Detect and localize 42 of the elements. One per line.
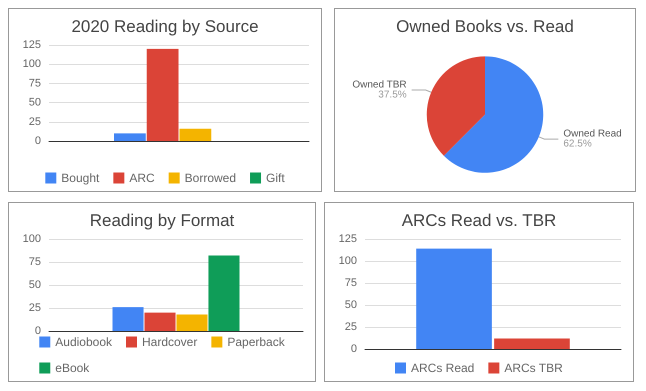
bar (146, 48, 179, 141)
legend-label: ARCs Read (410, 361, 474, 375)
y-tick-label: 50 (344, 299, 357, 311)
y-tick-label: 125 (338, 233, 357, 245)
legend-label: ARC (129, 171, 156, 185)
bar (208, 256, 240, 331)
bar (176, 314, 208, 331)
y-tick-label: 0 (34, 135, 41, 147)
y-tick-label: 0 (350, 343, 357, 355)
y-tick-label: 50 (28, 96, 41, 109)
legend-label: eBook (55, 361, 90, 375)
chart-title: ARCs Read vs. TBR (402, 211, 556, 230)
slice-label: Owned Read (563, 128, 622, 140)
data-label: 37.5% (378, 89, 407, 100)
y-tick-label: 25 (28, 116, 41, 128)
legend-label: Audiobook (55, 335, 113, 349)
legend-label: Gift (266, 171, 286, 185)
chart-title: Reading by Format (90, 211, 235, 230)
y-tick-label: 75 (344, 277, 357, 289)
bar (112, 307, 144, 331)
bar (144, 312, 176, 331)
chart-title: Owned Books vs. Read (396, 17, 574, 36)
y-tick-label: 75 (28, 77, 41, 90)
bar (114, 133, 146, 141)
y-tick-label: 125 (22, 39, 41, 51)
legend-label: Hardcover (142, 335, 198, 349)
data-label: 62.5% (563, 138, 592, 150)
legend-label: Borrowed (184, 171, 236, 185)
y-tick-label: 0 (34, 325, 41, 337)
y-tick-label: 100 (338, 255, 357, 267)
y-tick-label: 75 (28, 256, 41, 268)
y-tick-label: 100 (22, 58, 41, 70)
slice-label: Owned TBR (352, 79, 407, 90)
legend-label: ARCs TBR (504, 361, 564, 375)
y-tick-label: 100 (22, 233, 41, 245)
y-tick-label: 25 (344, 321, 357, 333)
legend-label: Bought (61, 171, 100, 185)
bar (179, 128, 212, 141)
chart-title: 2020 Reading by Source (71, 17, 259, 36)
legend-label: Paperback (227, 335, 286, 349)
y-tick-label: 50 (28, 279, 41, 291)
y-tick-label: 25 (28, 302, 41, 314)
